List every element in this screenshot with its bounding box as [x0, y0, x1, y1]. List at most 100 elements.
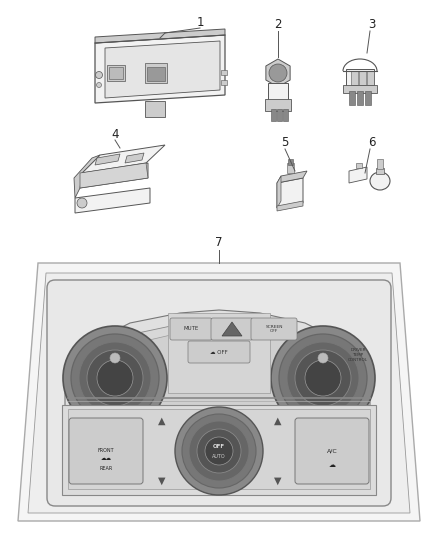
Bar: [271, 109, 276, 121]
Text: MUTE: MUTE: [184, 327, 198, 332]
Text: FRONT: FRONT: [98, 448, 114, 454]
Circle shape: [269, 64, 287, 82]
Bar: [367, 71, 374, 85]
Text: ▲: ▲: [274, 416, 282, 426]
Text: ☁☁: ☁☁: [100, 456, 112, 462]
Bar: [145, 101, 165, 117]
Bar: [288, 159, 293, 165]
Text: REAR: REAR: [99, 466, 113, 472]
Circle shape: [175, 407, 263, 495]
Circle shape: [271, 326, 375, 430]
Circle shape: [189, 421, 249, 481]
Polygon shape: [18, 263, 420, 521]
Bar: [346, 69, 374, 87]
Text: DRIVER
TEMP
CONTROL: DRIVER TEMP CONTROL: [348, 349, 368, 361]
Text: AUTO: AUTO: [212, 455, 226, 459]
Polygon shape: [28, 273, 410, 513]
Text: ▲: ▲: [158, 416, 166, 426]
Bar: [268, 83, 288, 101]
Text: ▼: ▼: [158, 476, 166, 486]
FancyBboxPatch shape: [47, 280, 391, 506]
Polygon shape: [62, 405, 376, 495]
Circle shape: [110, 353, 120, 363]
FancyBboxPatch shape: [211, 318, 253, 340]
FancyBboxPatch shape: [69, 418, 143, 484]
FancyBboxPatch shape: [295, 418, 369, 484]
Circle shape: [279, 334, 367, 422]
Polygon shape: [85, 328, 350, 428]
Polygon shape: [277, 201, 303, 211]
Circle shape: [197, 429, 241, 473]
Polygon shape: [168, 313, 270, 393]
Polygon shape: [349, 167, 367, 183]
Bar: [221, 80, 227, 85]
Bar: [287, 163, 294, 173]
Polygon shape: [82, 145, 165, 173]
Circle shape: [71, 334, 159, 422]
Bar: [351, 71, 358, 85]
Polygon shape: [95, 35, 225, 103]
FancyBboxPatch shape: [251, 318, 297, 340]
Bar: [376, 168, 384, 174]
Circle shape: [97, 360, 133, 396]
Bar: [283, 109, 288, 121]
Bar: [107, 65, 125, 81]
Text: 1: 1: [196, 17, 204, 29]
Bar: [145, 63, 167, 83]
Polygon shape: [75, 188, 150, 213]
FancyBboxPatch shape: [188, 341, 250, 363]
Polygon shape: [74, 155, 100, 198]
Polygon shape: [222, 322, 242, 336]
Bar: [265, 99, 291, 111]
Text: OFF: OFF: [213, 443, 225, 448]
Bar: [359, 71, 366, 85]
Polygon shape: [266, 59, 290, 87]
Polygon shape: [125, 153, 144, 163]
Text: 5: 5: [281, 136, 289, 149]
Bar: [277, 109, 282, 121]
Text: ▼: ▼: [274, 476, 282, 486]
Polygon shape: [80, 163, 148, 188]
Polygon shape: [68, 409, 370, 489]
Text: SCREEN
OFF: SCREEN OFF: [265, 325, 283, 333]
Polygon shape: [277, 176, 281, 208]
Circle shape: [63, 326, 167, 430]
Bar: [343, 85, 377, 93]
Circle shape: [77, 198, 87, 208]
Text: 3: 3: [368, 19, 376, 31]
Circle shape: [79, 342, 151, 414]
Bar: [357, 91, 363, 105]
Polygon shape: [105, 41, 220, 98]
Circle shape: [182, 414, 256, 488]
Text: 2: 2: [274, 19, 282, 31]
Text: 4: 4: [111, 128, 119, 141]
Text: ☁: ☁: [328, 462, 336, 468]
Circle shape: [87, 350, 143, 406]
Circle shape: [95, 71, 102, 78]
Bar: [365, 91, 371, 105]
Text: ☁ OFF: ☁ OFF: [210, 350, 228, 354]
Polygon shape: [65, 310, 370, 443]
Polygon shape: [75, 320, 360, 435]
Bar: [147, 67, 165, 81]
FancyBboxPatch shape: [170, 318, 212, 340]
Text: A/C: A/C: [327, 448, 337, 454]
Bar: [356, 163, 362, 168]
Circle shape: [318, 353, 328, 363]
Polygon shape: [277, 171, 307, 183]
Polygon shape: [80, 163, 148, 188]
Circle shape: [96, 83, 102, 87]
Circle shape: [205, 437, 233, 465]
Circle shape: [305, 360, 341, 396]
Text: 6: 6: [368, 136, 376, 149]
Bar: [377, 159, 383, 169]
Ellipse shape: [370, 172, 390, 190]
Polygon shape: [95, 29, 225, 43]
Bar: [349, 91, 355, 105]
Polygon shape: [95, 154, 120, 165]
Text: 7: 7: [215, 237, 223, 249]
Circle shape: [295, 350, 351, 406]
Circle shape: [287, 342, 359, 414]
Bar: [109, 67, 123, 79]
Polygon shape: [277, 178, 303, 208]
